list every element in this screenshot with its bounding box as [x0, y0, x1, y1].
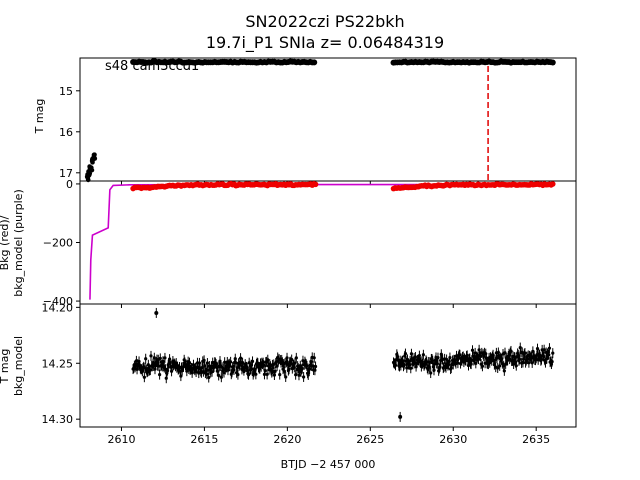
x-tick-label: 2610	[107, 433, 135, 446]
data-point	[527, 361, 530, 364]
y-tick-label: 14.20	[42, 301, 74, 314]
data-point	[313, 356, 316, 359]
data-point	[232, 368, 235, 371]
data-point	[87, 164, 92, 169]
bkg-point	[313, 182, 319, 188]
x-tick-label: 2625	[356, 433, 384, 446]
y-tick-label: 16	[59, 126, 73, 139]
data-point	[547, 353, 550, 356]
data-point	[515, 364, 518, 367]
data-point	[518, 358, 521, 361]
data-point	[404, 352, 407, 355]
data-point	[543, 348, 546, 351]
chart-title-line-2: 19.7i_P1 SNIa z= 0.06484319	[206, 33, 444, 53]
middle-ylabel-line-2: bkg_model (purple)	[12, 189, 25, 296]
middle-ylabel-line-1: Bkg (red)/	[0, 215, 11, 270]
data-point	[436, 356, 439, 359]
data-point	[287, 368, 290, 371]
x-axis-label: BTJD −2 457 000	[281, 458, 376, 471]
camera-annotation: s48 cam3ccd1	[105, 59, 199, 74]
x-tick-label: 2630	[439, 433, 467, 446]
data-point	[295, 356, 298, 359]
data-point	[548, 347, 551, 350]
data-point	[481, 365, 484, 368]
bottom-ylabel-line-1: T mag	[0, 349, 11, 385]
data-point	[503, 369, 506, 372]
data-point	[523, 351, 526, 354]
data-point	[284, 375, 287, 378]
data-point	[285, 356, 288, 359]
data-point	[206, 361, 209, 364]
data-point	[92, 154, 97, 159]
data-point	[301, 367, 304, 370]
data-point	[217, 374, 220, 377]
y-tick-label: 0	[66, 178, 73, 191]
outlier-point	[154, 311, 158, 315]
data-point	[220, 376, 223, 379]
y-tick-label: 14.25	[42, 357, 74, 370]
data-point	[509, 349, 512, 352]
data-point	[264, 369, 267, 372]
data-point	[438, 365, 441, 368]
data-point	[302, 375, 305, 378]
x-tick-label: 2620	[273, 433, 301, 446]
x-tick-label: 2635	[522, 433, 550, 446]
data-point	[498, 364, 501, 367]
y-tick-label: 15	[59, 85, 73, 98]
data-point	[414, 355, 417, 358]
data-point	[448, 356, 451, 359]
data-point	[305, 364, 308, 367]
data-point	[551, 352, 554, 355]
y-tick-label: −200	[43, 237, 73, 250]
data-point	[311, 59, 317, 65]
data-point	[236, 373, 239, 376]
chart-title-line-1: SN2022czi PS22bkh	[245, 12, 404, 31]
data-point	[207, 376, 210, 379]
bottom-ylabel-line-2: bkg_model	[12, 336, 25, 396]
data-point	[86, 178, 91, 183]
data-point	[432, 369, 435, 372]
data-point	[314, 365, 317, 368]
outlier-point	[398, 415, 402, 419]
data-point	[550, 59, 556, 65]
data-point	[251, 360, 254, 363]
data-point	[266, 358, 269, 361]
bkg-point	[550, 181, 556, 187]
data-point	[149, 354, 152, 357]
data-point	[159, 357, 162, 360]
data-point	[143, 376, 146, 379]
data-point	[429, 371, 432, 374]
data-point	[266, 373, 269, 376]
data-point	[403, 363, 406, 366]
top-ylabel: T mag	[33, 99, 46, 135]
data-point	[163, 356, 166, 359]
data-point	[551, 360, 554, 363]
data-point	[409, 367, 412, 370]
data-point	[273, 370, 276, 373]
data-point	[418, 354, 421, 357]
data-point	[278, 373, 281, 376]
y-tick-label: 14.30	[42, 413, 74, 426]
data-point	[229, 360, 232, 363]
data-point	[422, 353, 425, 356]
data-point	[144, 357, 147, 360]
data-point	[254, 373, 257, 376]
data-point	[158, 373, 161, 376]
x-tick-label: 2615	[190, 433, 218, 446]
